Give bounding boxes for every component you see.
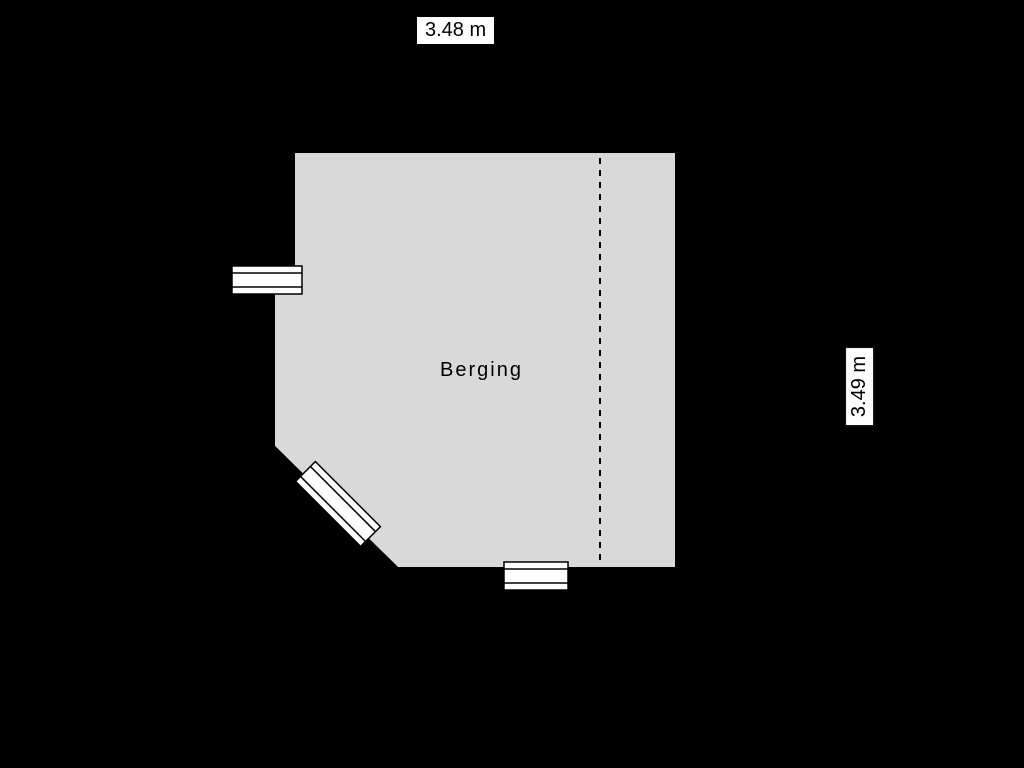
window-bottom bbox=[504, 562, 568, 590]
floorplan-canvas: 3.48 m 3.49 m Berging bbox=[0, 0, 1024, 768]
room-label: Berging bbox=[440, 359, 523, 381]
window-left bbox=[232, 266, 302, 294]
floorplan-svg: Berging bbox=[0, 0, 1024, 768]
